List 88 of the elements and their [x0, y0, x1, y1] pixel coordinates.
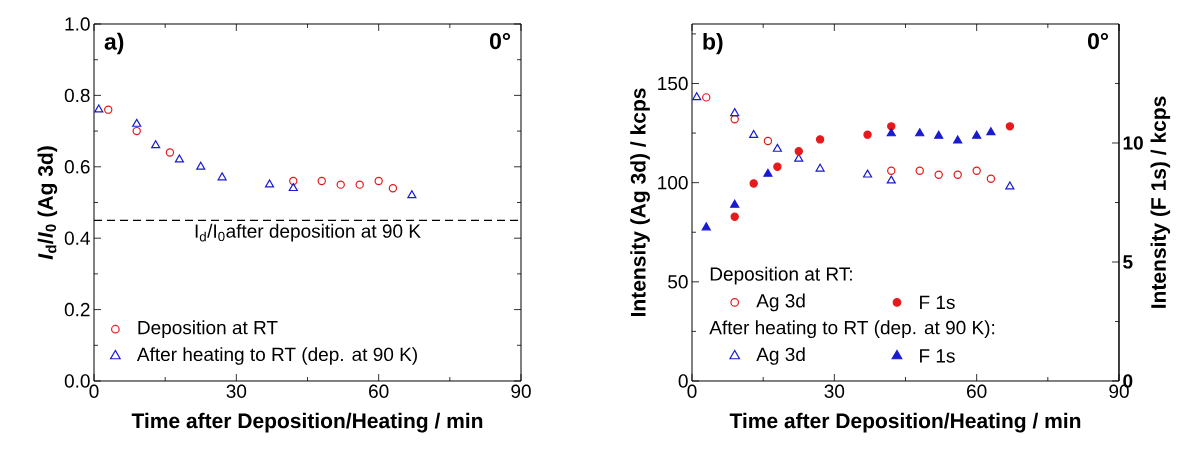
y-tick-label: 50	[668, 275, 688, 289]
ref-line-label: I$_{d}$/I$_{0}$after deposition at 90 K	[195, 223, 421, 242]
point	[915, 128, 925, 137]
x-axis-title: Time after Deposition/Heating / min	[131, 412, 483, 433]
point	[730, 212, 739, 221]
point	[692, 92, 702, 101]
y-tick-label: 100	[658, 175, 688, 190]
point	[355, 180, 364, 189]
point	[815, 163, 825, 172]
point	[953, 135, 963, 144]
x-tick-label: 0	[687, 384, 697, 398]
point	[886, 175, 896, 184]
point	[886, 128, 896, 137]
legend-label: F 1s	[920, 349, 955, 363]
point	[174, 154, 184, 163]
point	[132, 118, 142, 127]
y-tick-label: 1.0	[65, 17, 90, 31]
point	[336, 180, 345, 189]
point	[986, 127, 996, 136]
point	[887, 122, 896, 131]
point	[972, 130, 982, 139]
y-tick-label: 150	[658, 76, 688, 91]
annotation: Deposition at RT:	[710, 266, 852, 285]
point	[887, 166, 896, 175]
y-tick-label: 0.6	[64, 160, 90, 174]
point	[407, 190, 417, 199]
point	[264, 179, 275, 188]
y-axis-title: Intensity (Ag 3d) / kcps	[630, 88, 650, 317]
point	[863, 130, 872, 139]
annotation: 0°	[489, 32, 511, 50]
point	[730, 108, 740, 117]
point	[1005, 122, 1015, 131]
y-tick-label: 0.4	[64, 231, 90, 245]
x-axis-title: Time after Deposition/Heating / min	[729, 412, 1081, 433]
legend-label: Ag 3d	[756, 293, 805, 312]
point	[972, 166, 981, 175]
point	[317, 176, 326, 186]
y-tick-label: 0	[678, 374, 688, 388]
point	[862, 169, 873, 178]
point	[289, 176, 298, 186]
legend-label: F 1s	[920, 295, 955, 310]
point	[94, 104, 104, 113]
point	[986, 174, 996, 183]
point	[915, 166, 924, 175]
point	[934, 170, 943, 179]
point	[772, 143, 782, 152]
point	[953, 170, 962, 179]
point	[763, 136, 773, 146]
point	[702, 93, 711, 102]
y-tick-label: 0.0	[64, 374, 90, 388]
point	[132, 126, 141, 136]
point	[794, 147, 803, 156]
legend-label: After heating to RT (dep. at 90 K)	[136, 347, 417, 365]
point	[196, 161, 206, 170]
x-tick-label: 60	[369, 384, 389, 398]
legend-label: Deposition at RT	[138, 320, 278, 339]
point	[288, 183, 298, 192]
point	[165, 148, 175, 157]
point	[749, 129, 759, 138]
point	[730, 199, 740, 208]
point	[388, 184, 398, 193]
point	[374, 176, 383, 186]
point	[1005, 181, 1015, 190]
annotation: 0°	[1087, 32, 1109, 50]
point	[749, 179, 758, 188]
y2-tick-label: 5	[1123, 255, 1133, 269]
y2-axis-title: Intensity (F 1s) / kcps	[1150, 96, 1171, 308]
y-axis-title: I$_{d}$/I$_{0}$ (Ag 3d)	[37, 146, 58, 260]
y2-tick-label: 10	[1123, 136, 1143, 150]
x-tick-label: 30	[226, 384, 247, 398]
x-tick-label: 30	[824, 384, 845, 398]
point	[104, 105, 113, 114]
annotation: a)	[104, 32, 124, 55]
point	[763, 168, 773, 177]
point	[217, 172, 227, 181]
y-tick-label: 0.8	[64, 88, 90, 103]
point	[701, 222, 711, 231]
point	[151, 140, 161, 149]
x-tick-label: 60	[967, 384, 987, 398]
legend-label: Ag 3d	[756, 347, 805, 365]
y-tick-label: 0.2	[64, 302, 90, 317]
x-tick-label: 0	[89, 384, 99, 398]
annotation: b)	[703, 32, 723, 55]
point	[815, 135, 825, 144]
x-tick-label: 90	[511, 384, 531, 398]
annotation: After heating to RT (dep. at 90 K):	[709, 320, 995, 339]
point	[773, 162, 782, 171]
point	[934, 130, 944, 139]
